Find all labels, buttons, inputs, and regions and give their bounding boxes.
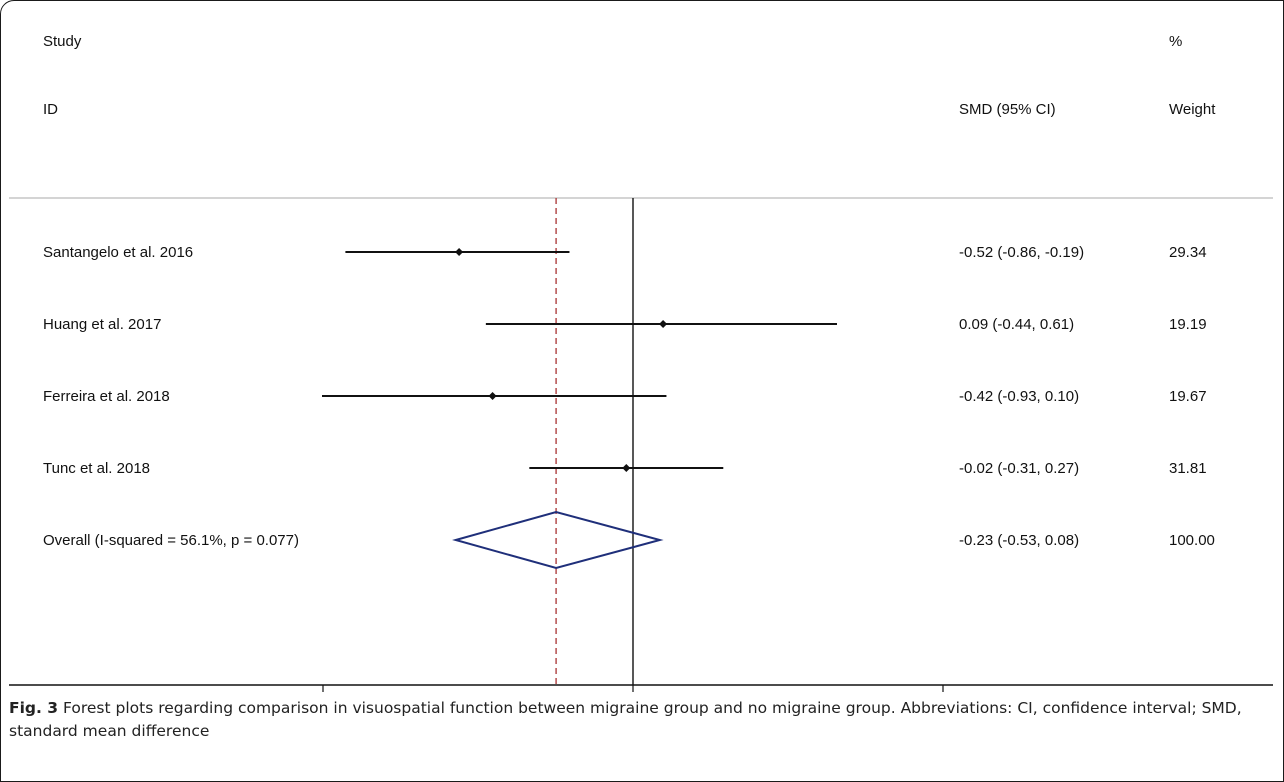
study-ci-text: 0.09 (-0.44, 0.61) xyxy=(959,316,1074,333)
study-label: Tunc et al. 2018 xyxy=(43,460,150,477)
header-smd-ci: SMD (95% CI) xyxy=(959,101,1056,118)
study-label: Santangelo et al. 2016 xyxy=(43,244,193,261)
study-weight: 19.67 xyxy=(1169,388,1207,405)
study-weight: 31.81 xyxy=(1169,460,1207,477)
header-percent: % xyxy=(1169,33,1182,50)
header-weight: Weight xyxy=(1169,101,1216,118)
overall-label: Overall (I-squared = 56.1%, p = 0.077) xyxy=(43,532,299,549)
overall-weight: 100.00 xyxy=(1169,532,1215,549)
overall-diamond xyxy=(452,510,664,570)
study-ci-text: -0.52 (-0.86, -0.19) xyxy=(959,244,1084,261)
header-id: ID xyxy=(43,101,58,118)
point-estimate xyxy=(622,464,631,472)
study-weight: 19.19 xyxy=(1169,316,1207,333)
point-estimate xyxy=(488,392,497,400)
overall-ci-text: -0.23 (-0.53, 0.08) xyxy=(959,532,1079,549)
study-ci-text: -0.42 (-0.93, 0.10) xyxy=(959,388,1079,405)
point-estimate xyxy=(455,248,464,256)
plot-layer: Santangelo et al. 2016 -0.52 (-0.86, -0.1… xyxy=(9,198,1273,692)
study-label: Huang et al. 2017 xyxy=(43,316,161,333)
caption-label: Fig. 3 xyxy=(9,699,59,717)
study-weight: 29.34 xyxy=(1169,244,1207,261)
header-study: Study xyxy=(43,33,82,50)
point-estimate xyxy=(659,320,668,328)
caption-text: Forest plots regarding comparison in vis… xyxy=(9,699,1242,740)
forest-plot: Study ID SMD (95% CI) % Weight Santangel… xyxy=(9,33,1273,692)
study-ci-text: -0.02 (-0.31, 0.27) xyxy=(959,460,1079,477)
study-label: Ferreira et al. 2018 xyxy=(43,388,170,405)
figure-caption: Fig. 3 Forest plots regarding comparison… xyxy=(9,697,1271,743)
